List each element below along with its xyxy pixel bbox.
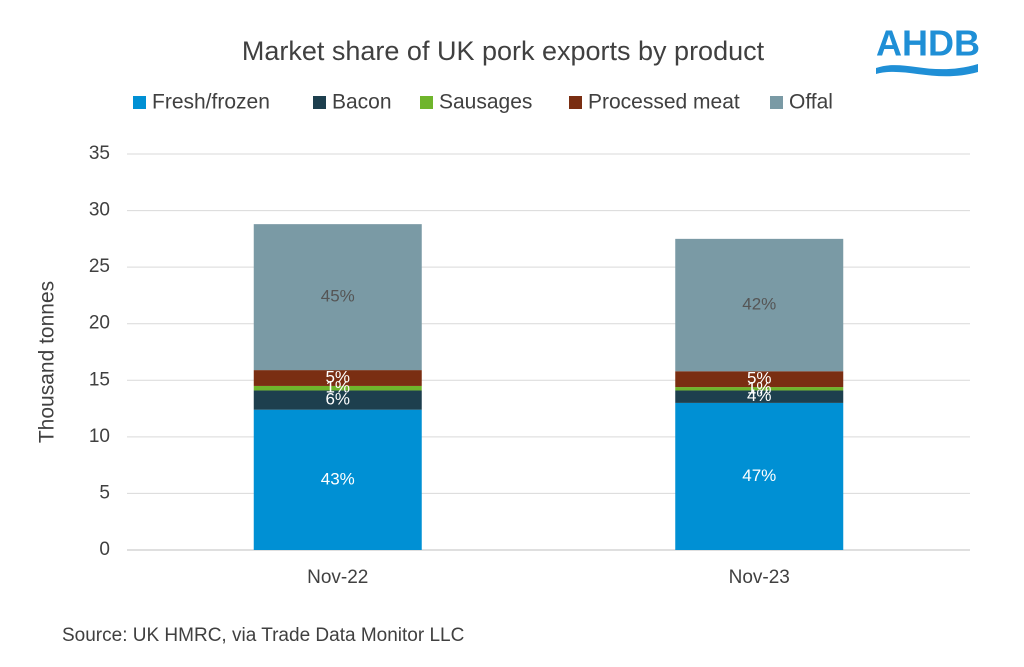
bar-segment: [253, 390, 422, 410]
legend-label: Offal: [789, 91, 833, 114]
y-tick-label: 35: [89, 143, 110, 164]
x-tick-label: Nov-23: [729, 567, 790, 588]
legend-label: Processed meat: [588, 91, 740, 114]
legend-label: Bacon: [332, 91, 392, 114]
y-tick-label: 5: [99, 482, 110, 503]
logo-text: AHDB: [876, 23, 980, 64]
bar-segment: [675, 390, 844, 403]
data-label: 5%: [325, 368, 350, 387]
data-label: 47%: [742, 466, 776, 485]
logo-wave: [876, 64, 978, 77]
x-tick-label: Nov-22: [307, 567, 368, 588]
y-tick-label: 20: [89, 313, 110, 334]
legend-swatch: [770, 96, 783, 109]
logo: AHDB: [876, 23, 980, 77]
bar-segment: [253, 370, 422, 386]
legend-swatch: [133, 96, 146, 109]
y-tick-label: 30: [89, 200, 110, 221]
y-tick-label: 10: [89, 426, 110, 447]
y-tick-label: 0: [99, 539, 110, 560]
legend-swatch: [313, 96, 326, 109]
y-axis-title: Thousand tonnes: [36, 281, 59, 443]
chart-title: Market share of UK pork exports by produ…: [242, 36, 765, 66]
data-label: 4%: [747, 386, 772, 405]
bar-segment: [675, 387, 844, 391]
data-label: 45%: [321, 287, 355, 306]
source: Source: UK HMRC, via Trade Data Monitor …: [62, 625, 464, 646]
bar-segment: [253, 385, 422, 391]
bar-segment: [675, 371, 844, 388]
data-label: 1%: [747, 378, 772, 397]
bar-segment: [253, 409, 422, 550]
legend-label: Sausages: [439, 91, 532, 114]
data-label: 6%: [325, 390, 350, 409]
data-label: 42%: [742, 295, 776, 314]
y-tick-label: 15: [89, 369, 110, 390]
y-tick-label: 25: [89, 256, 110, 277]
legend-swatch: [420, 96, 433, 109]
legend-swatch: [569, 96, 582, 109]
bar-segment: [675, 402, 844, 550]
bar-segment: [675, 238, 844, 372]
data-label: 43%: [321, 469, 355, 488]
legend-label: Fresh/frozen: [152, 91, 270, 114]
data-label: 1%: [325, 378, 350, 397]
data-label: 5%: [747, 369, 772, 388]
bar-segment: [253, 224, 422, 371]
